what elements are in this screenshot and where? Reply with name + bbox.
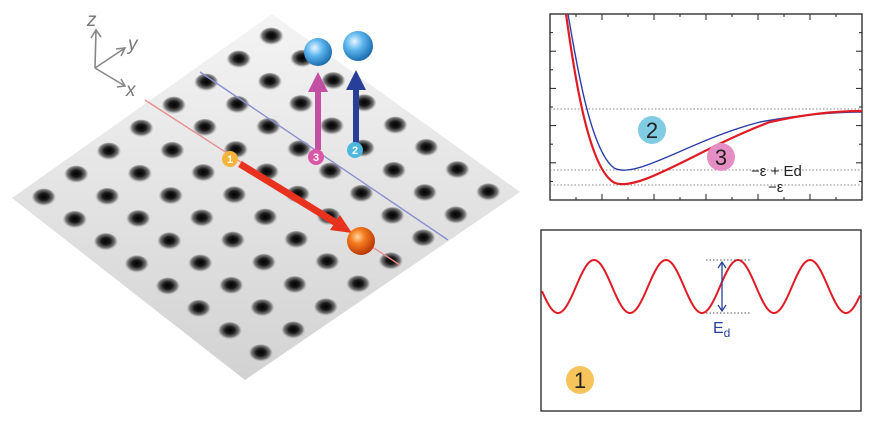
- bottom-badge-1-label: 1: [574, 368, 586, 393]
- lattice-well: [378, 252, 403, 271]
- lattice-well: [256, 118, 281, 137]
- lattice-wells: [31, 27, 501, 363]
- barrier-label-main: E: [713, 320, 724, 337]
- lattice-well: [411, 229, 436, 248]
- level-eps-ed-label: −ε + Ed: [751, 163, 802, 180]
- lattice-well: [93, 233, 118, 252]
- red-arrow: [238, 161, 352, 233]
- orange-ball: [347, 227, 375, 255]
- lattice-well: [315, 253, 340, 272]
- y-axis-label: y: [126, 34, 139, 55]
- lattice-well: [96, 142, 121, 161]
- lattice-well: [129, 119, 154, 138]
- blue-ball-right: [343, 31, 373, 61]
- lattice-surface: [12, 14, 520, 380]
- lattice-well: [217, 322, 242, 341]
- marker-2-label: 2: [352, 145, 358, 157]
- lattice-well: [445, 161, 470, 180]
- x-axis-label: x: [125, 80, 137, 101]
- curve-3: [564, 13, 863, 186]
- marker-3-label: 3: [313, 152, 319, 164]
- level-eps-label: −ε: [768, 179, 784, 196]
- lattice-well: [346, 275, 371, 294]
- lattice-well: [191, 164, 216, 183]
- lattice-well: [127, 164, 152, 183]
- top-badge-2: [638, 116, 666, 144]
- lattice-well: [194, 73, 219, 92]
- lattice-well: [381, 161, 406, 180]
- lattice-well: [412, 184, 437, 203]
- lattice-well: [124, 255, 149, 274]
- lattice-well: [284, 230, 309, 249]
- lattice-well: [219, 276, 244, 295]
- lattice-well: [248, 344, 273, 363]
- lattice-well: [225, 95, 250, 114]
- lattice-well: [189, 209, 214, 228]
- lattice-well: [287, 140, 312, 159]
- lattice-well: [31, 188, 56, 207]
- x-axis-arrow: [94, 67, 127, 88]
- lattice-well: [251, 253, 276, 272]
- periodic-potential-curve: [541, 258, 861, 315]
- blue-ball-left: [304, 38, 332, 66]
- lattice-well: [155, 277, 180, 296]
- lattice-well: [383, 116, 408, 135]
- lattice-well: [288, 95, 313, 114]
- lattice-well: [186, 299, 211, 318]
- bottom-plot: Ed 1: [540, 229, 862, 412]
- axes-3d: [90, 28, 127, 88]
- top-badge-3-label: 3: [715, 145, 727, 170]
- lattice-well: [126, 210, 151, 229]
- z-axis-label: z: [86, 10, 97, 31]
- lattice-well: [250, 299, 275, 318]
- marker-2: 2: [347, 142, 363, 158]
- lattice-well: [281, 321, 306, 340]
- lattice-well: [414, 138, 439, 157]
- barrier-label-sub: d: [724, 326, 731, 340]
- blue-path-line: [199, 71, 449, 241]
- lattice-well: [349, 184, 374, 203]
- lattice-well: [222, 186, 247, 205]
- marker-3: 3: [308, 149, 324, 165]
- barrier-label: Ed: [713, 320, 730, 340]
- lattice-well: [95, 187, 120, 206]
- lattice-well: [157, 232, 182, 251]
- lattice-well: [319, 117, 344, 136]
- lattice-well: [380, 207, 405, 226]
- lattice-well: [226, 50, 251, 69]
- marker-1-label: 1: [227, 154, 233, 166]
- lattice-well: [476, 183, 501, 202]
- lattice-well: [62, 210, 87, 229]
- lattice-well: [318, 162, 343, 181]
- magenta-arrow: [308, 72, 328, 150]
- lattice-well: [161, 96, 186, 115]
- barrier-arrow: [717, 260, 727, 313]
- lattice-well: [443, 206, 468, 225]
- lattice-well: [313, 298, 338, 317]
- top-plot: 2 3 −ε + Ed −ε: [549, 13, 863, 201]
- z-axis-arrow: [90, 28, 102, 69]
- lattice-well: [257, 72, 282, 91]
- lattice-well: [188, 254, 213, 273]
- lattice-well: [160, 141, 185, 160]
- lattice-base: [12, 14, 520, 380]
- y-axis-arrow: [94, 47, 127, 69]
- blue-arrow: [346, 70, 366, 146]
- bottom-badge-1: [566, 366, 594, 394]
- lattice-well: [259, 27, 284, 46]
- lattice-well: [220, 231, 245, 250]
- lattice-well: [321, 72, 346, 91]
- top-plot-frame: [549, 13, 863, 201]
- lattice-well: [64, 165, 89, 184]
- lattice-well: [253, 208, 278, 227]
- lattice-well: [158, 187, 183, 206]
- lattice-well: [192, 118, 217, 137]
- lattice-well: [282, 276, 307, 295]
- marker-1: 1: [222, 151, 238, 167]
- top-badge-2-label: 2: [646, 118, 658, 143]
- top-badge-3: [707, 143, 735, 171]
- top-plot-ticks: [550, 14, 862, 200]
